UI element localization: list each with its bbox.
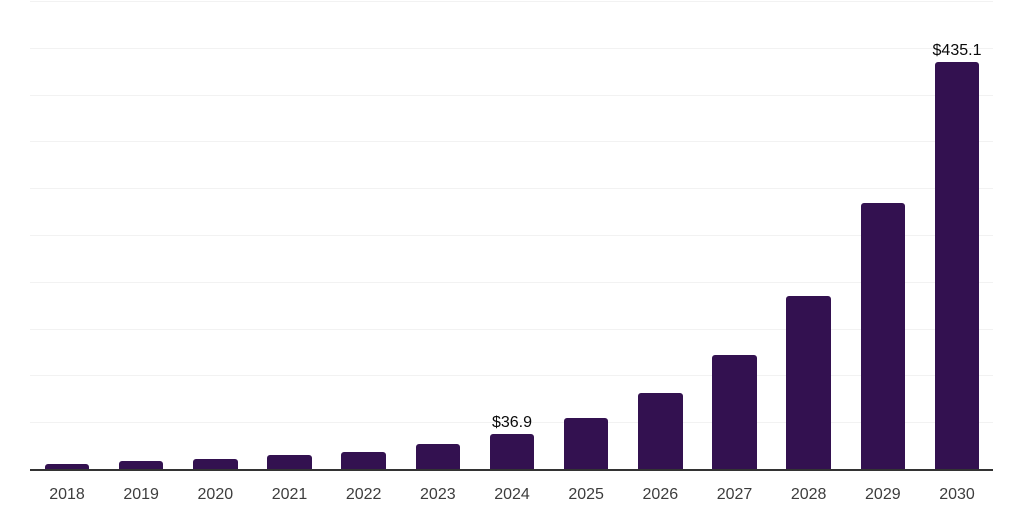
x-tick-label-2023: 2023	[420, 486, 456, 503]
x-tick-label-2025: 2025	[568, 486, 604, 503]
x-tick-label-2021: 2021	[271, 486, 308, 503]
bar-2018[interactable]	[44, 463, 90, 469]
bar-2020[interactable]	[193, 459, 238, 469]
x-tick-label-2027: 2027	[716, 486, 753, 503]
x-tick-label-2030: 2030	[939, 486, 975, 503]
x-tick-label-2018: 2018	[49, 486, 85, 503]
x-tick-label-2019: 2019	[123, 486, 159, 503]
bar-2030[interactable]	[934, 61, 980, 469]
y-gridline	[30, 188, 993, 190]
bar-2021[interactable]	[267, 455, 312, 469]
bar-2024[interactable]	[489, 434, 535, 469]
y-gridline	[30, 375, 993, 377]
y-gridline	[30, 94, 993, 96]
value-label-2030: $435.1	[932, 41, 982, 59]
x-tick-label-2022: 2022	[345, 486, 382, 503]
y-gridline	[30, 422, 993, 424]
x-tick-label-2026: 2026	[642, 486, 679, 503]
value-label-2024: $36.9	[491, 414, 533, 432]
x-tick-label-2028: 2028	[790, 486, 827, 503]
x-tick-label-2024: 2024	[494, 486, 530, 503]
y-gridline	[30, 141, 993, 143]
bar-2023[interactable]	[415, 444, 461, 469]
bar-2029[interactable]	[860, 203, 906, 469]
bar-2027[interactable]	[712, 354, 757, 469]
bar-2019[interactable]	[118, 461, 164, 469]
y-gridline	[30, 47, 993, 49]
y-gridline	[30, 281, 993, 283]
bar-2028[interactable]	[786, 295, 831, 469]
bar-2022[interactable]	[341, 452, 386, 469]
x-axis-line	[30, 469, 993, 471]
bar-2026[interactable]	[638, 393, 683, 469]
y-gridline	[30, 328, 993, 330]
x-tick-label-2029: 2029	[865, 486, 901, 503]
y-gridline	[30, 235, 993, 236]
x-tick-label-2020: 2020	[197, 486, 234, 503]
y-gridline	[30, 1, 993, 2]
bar-2025[interactable]	[563, 418, 609, 469]
